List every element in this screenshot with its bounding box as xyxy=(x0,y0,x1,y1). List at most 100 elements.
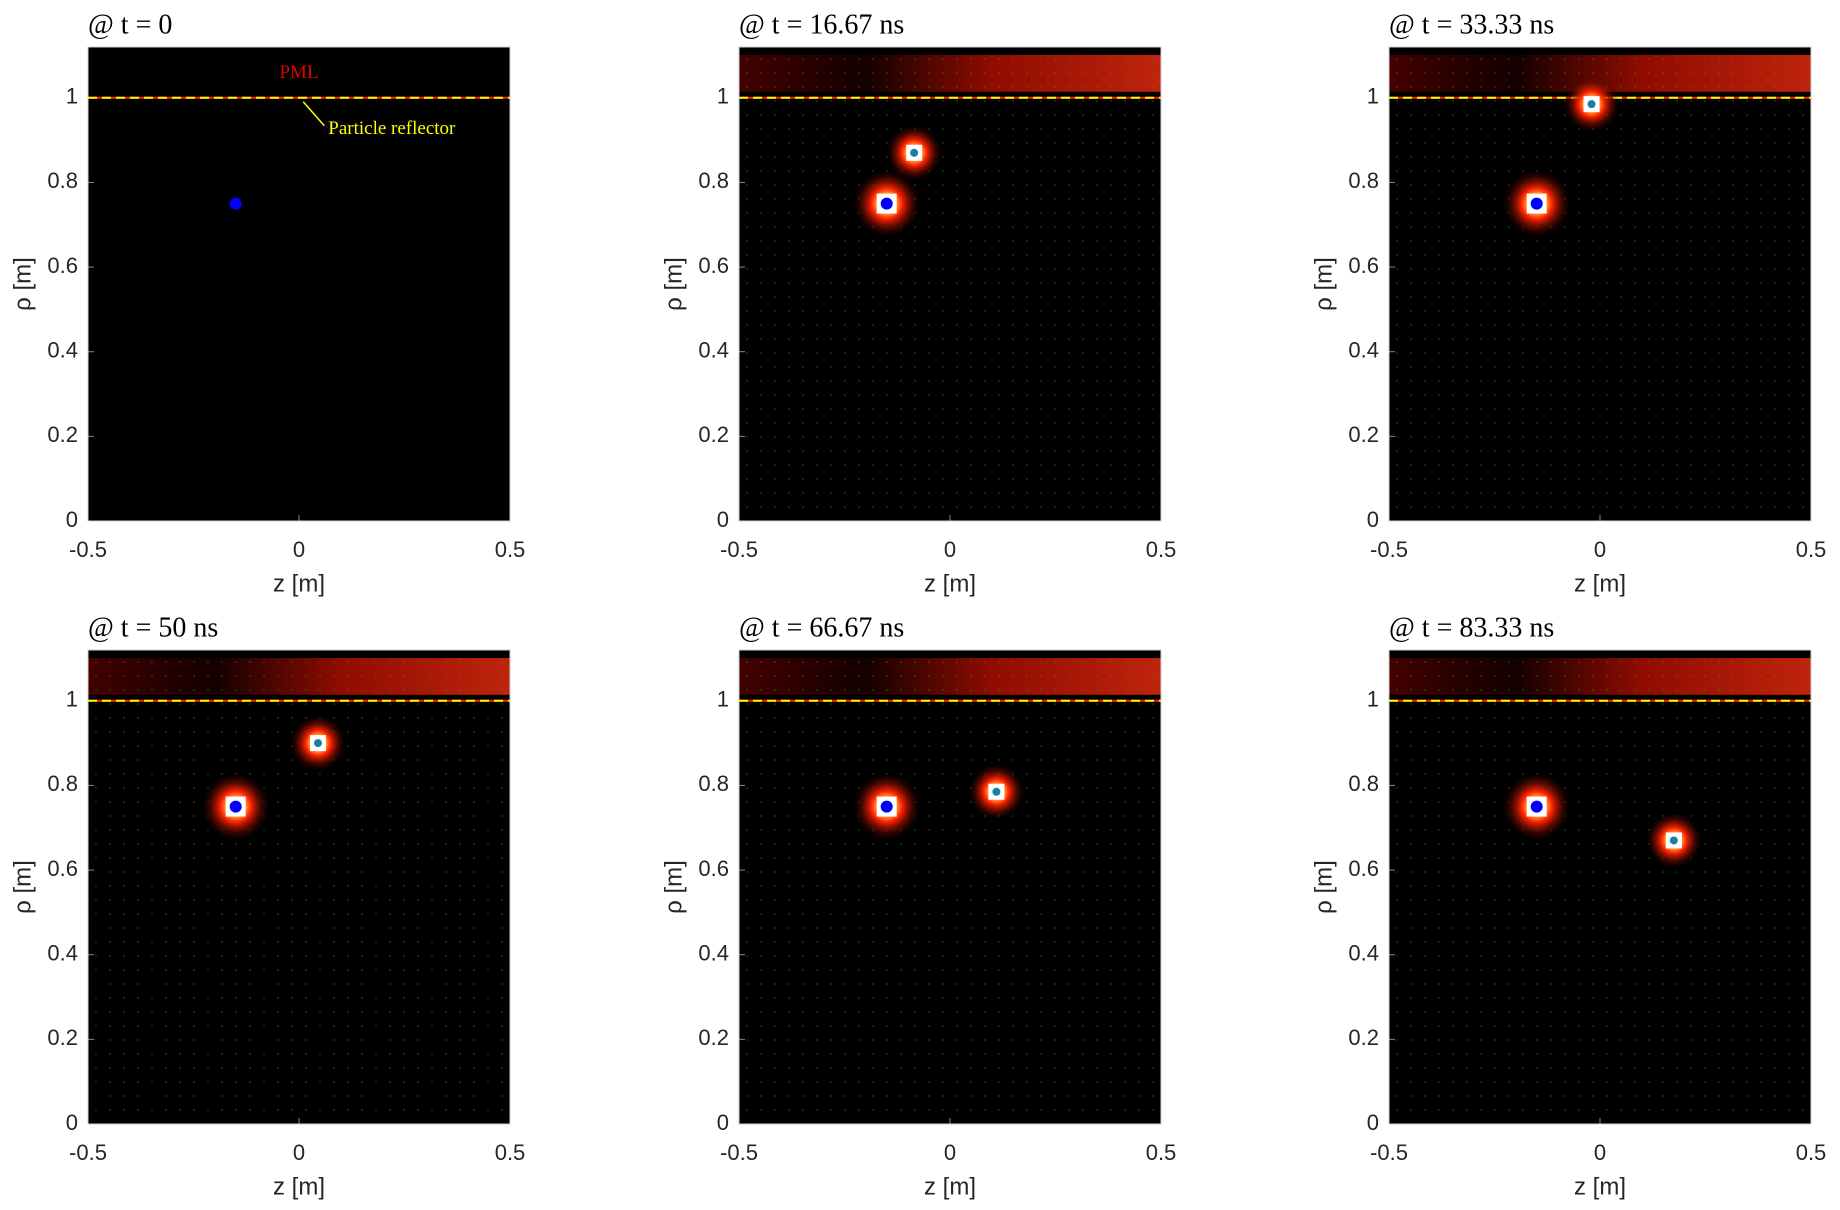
field-vector xyxy=(830,843,832,845)
field-vector xyxy=(431,661,433,663)
field-vector xyxy=(746,226,748,228)
field-vector xyxy=(1704,226,1706,228)
field-vector xyxy=(1718,422,1720,424)
field-vector xyxy=(1774,422,1776,424)
field-vector xyxy=(858,1053,860,1055)
field-vector xyxy=(774,899,776,901)
field-vector xyxy=(1396,338,1398,340)
field-vector xyxy=(942,114,944,116)
field-vector xyxy=(1676,675,1678,677)
field-vector xyxy=(193,1025,195,1027)
field-vector xyxy=(1788,324,1790,326)
field-vector xyxy=(942,927,944,929)
field-vector xyxy=(1802,478,1804,480)
field-vector xyxy=(970,969,972,971)
axes-frame xyxy=(1388,46,1812,522)
field-vector xyxy=(830,114,832,116)
field-vector xyxy=(1704,871,1706,873)
field-vector xyxy=(1438,955,1440,957)
field-vector xyxy=(1732,773,1734,775)
field-vector xyxy=(970,871,972,873)
field-vector xyxy=(1082,773,1084,775)
field-vector xyxy=(487,969,489,971)
field-vector xyxy=(746,422,748,424)
field-vector xyxy=(886,240,888,242)
field-vector xyxy=(1606,1025,1608,1027)
field-vector xyxy=(830,1025,832,1027)
field-vector xyxy=(109,829,111,831)
field-vector xyxy=(886,1025,888,1027)
field-vector xyxy=(788,927,790,929)
field-vector xyxy=(1466,731,1468,733)
field-vector xyxy=(151,815,153,817)
field-vector xyxy=(459,759,461,761)
field-vector xyxy=(1508,689,1510,691)
field-vector xyxy=(1494,142,1496,144)
field-vector xyxy=(942,198,944,200)
field-vector xyxy=(389,969,391,971)
field-vector xyxy=(193,675,195,677)
field-vector xyxy=(431,787,433,789)
field-vector xyxy=(760,58,762,60)
field-vector xyxy=(1480,198,1482,200)
field-vector xyxy=(1592,254,1594,256)
panel: 00.20.40.60.81-0.5 0 0.5@ t = 33.33 nsz [m… xyxy=(1310,9,1826,597)
field-vector xyxy=(858,436,860,438)
field-vector xyxy=(1662,380,1664,382)
field-vector xyxy=(1564,661,1566,663)
field-vector xyxy=(1564,324,1566,326)
y-axis-label: ρ [m] xyxy=(9,257,36,311)
field-vector xyxy=(473,717,475,719)
field-vector xyxy=(1410,1067,1412,1069)
field-vector xyxy=(95,997,97,999)
field-vector xyxy=(1012,703,1014,705)
field-vector xyxy=(1522,717,1524,719)
field-vector xyxy=(1480,450,1482,452)
field-vector xyxy=(1040,492,1042,494)
field-vector xyxy=(1732,983,1734,985)
field-vector xyxy=(417,689,419,691)
field-vector xyxy=(1620,801,1622,803)
field-vector xyxy=(1606,128,1608,130)
field-vector xyxy=(1396,717,1398,719)
field-vector xyxy=(1536,1039,1538,1041)
field-vector xyxy=(165,955,167,957)
field-vector xyxy=(816,759,818,761)
field-vector xyxy=(263,955,265,957)
field-vector xyxy=(1634,170,1636,172)
field-vector xyxy=(1746,226,1748,228)
field-vector xyxy=(207,857,209,859)
field-vector xyxy=(802,1053,804,1055)
field-vector xyxy=(1634,212,1636,214)
field-vector xyxy=(1690,815,1692,817)
field-vector xyxy=(1438,114,1440,116)
field-vector xyxy=(1026,492,1028,494)
field-vector xyxy=(1690,1053,1692,1055)
field-vector xyxy=(165,745,167,747)
field-vector xyxy=(1110,997,1112,999)
field-vector xyxy=(1480,1095,1482,1097)
field-vector xyxy=(886,450,888,452)
field-vector xyxy=(277,1025,279,1027)
field-vector xyxy=(1424,801,1426,803)
field-vector xyxy=(774,268,776,270)
field-vector xyxy=(1124,58,1126,60)
field-vector xyxy=(375,787,377,789)
field-vector xyxy=(746,857,748,859)
field-vector xyxy=(1054,422,1056,424)
field-vector xyxy=(1648,815,1650,817)
field-vector xyxy=(1068,492,1070,494)
field-vector xyxy=(1124,450,1126,452)
field-vector xyxy=(1564,72,1566,74)
field-vector xyxy=(375,1011,377,1013)
field-vector xyxy=(830,282,832,284)
field-vector xyxy=(1410,156,1412,158)
field-vector xyxy=(1718,1039,1720,1041)
field-vector xyxy=(998,1053,1000,1055)
field-vector xyxy=(249,1039,251,1041)
field-vector xyxy=(1152,983,1154,985)
field-vector xyxy=(1410,1011,1412,1013)
field-vector xyxy=(95,1081,97,1083)
field-vector xyxy=(165,1011,167,1013)
field-vector xyxy=(1452,142,1454,144)
